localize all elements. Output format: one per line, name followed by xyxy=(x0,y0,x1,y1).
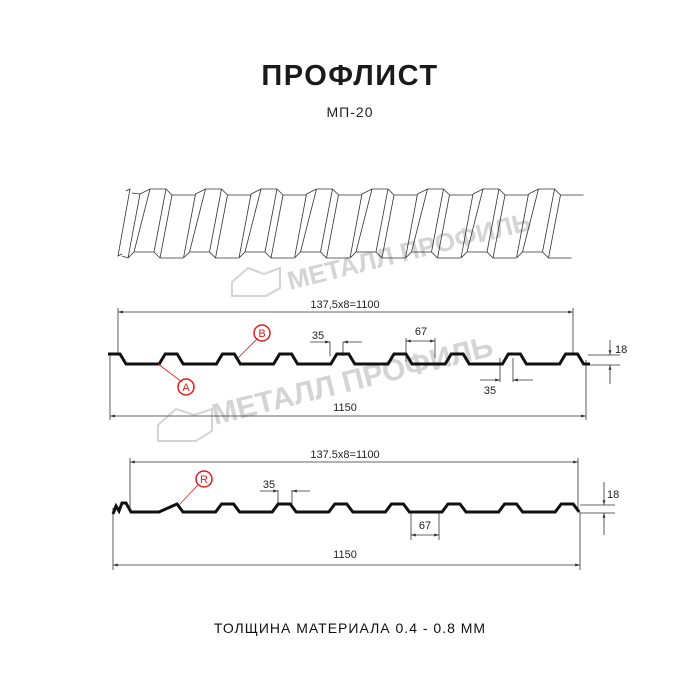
watermark-logo-icon xyxy=(157,407,213,442)
marker-r: R xyxy=(200,474,208,486)
trough-width-label: 67 xyxy=(419,520,431,532)
marker-a: A xyxy=(182,382,190,394)
profile-bottom xyxy=(111,458,615,570)
profile-top xyxy=(108,308,620,420)
pitch-label: 137.5x8=1100 xyxy=(310,449,379,461)
crest-width-label: 35 xyxy=(263,479,275,491)
watermark-text: МЕТАЛЛ ПРОФИЛЬ xyxy=(284,206,534,296)
crest-width-label: 35 xyxy=(312,330,324,342)
sheet-3d-outline xyxy=(117,188,584,259)
marker-a-leader xyxy=(157,363,183,383)
marker-b: B xyxy=(258,328,265,340)
marker-r-leader xyxy=(178,484,199,506)
pitch-label: 137,5x8=1100 xyxy=(310,299,379,311)
marker-b-leader xyxy=(237,337,259,359)
marker-r-circle xyxy=(195,470,213,488)
model-subtitle: МП-20 xyxy=(326,104,374,120)
trough-width-label: 67 xyxy=(415,326,427,338)
height-label: 18 xyxy=(615,344,627,356)
page-title: ПРОФЛИСТ xyxy=(261,60,439,92)
profile-top-outline xyxy=(108,352,590,366)
watermark-text: МЕТАЛЛ ПРОФИЛЬ xyxy=(209,330,497,432)
marker-b-circle xyxy=(253,324,271,342)
height-label: 18 xyxy=(607,489,619,501)
crest-width-label-bottom: 35 xyxy=(484,385,496,397)
sheet-3d-view xyxy=(117,188,584,259)
marker-a-circle xyxy=(177,378,195,396)
total-width-label: 1150 xyxy=(333,549,357,561)
watermark-logo-icon xyxy=(231,266,281,297)
material-thickness-note: ТОЛЩИНА МАТЕРИАЛА 0.4 - 0.8 ММ xyxy=(213,620,487,636)
total-width-label: 1150 xyxy=(333,402,357,414)
profile-bottom-outline xyxy=(111,501,581,515)
